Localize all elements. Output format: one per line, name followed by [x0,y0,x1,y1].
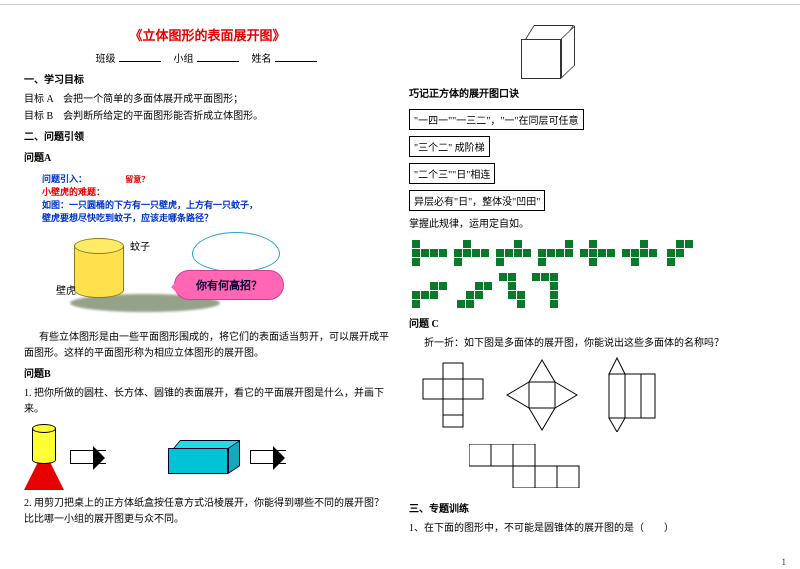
blank-class[interactable] [119,51,161,62]
intro-line-4: 壁虎要想尽快吃到蚊子，应该走哪条路径？ [42,213,213,223]
rule-2: "三个二" 成阶梯 [409,136,490,157]
cross-net-icon [415,359,491,429]
blank-group[interactable] [197,51,239,62]
question-b-heading: 问题B [24,367,391,383]
train-1: 1、在下面的图形中，不可能是圆锥体的展开图的是（ ） [409,521,776,537]
arrow-icon [250,450,286,464]
question-c-text: 折一折：如下图是多面体的展开图，你能说出这些多面体的名称吗？ [409,336,776,352]
unfold-row [32,424,391,490]
rules-heading: 巧记正方体的展开图口诀 [409,87,776,103]
cube-icon [521,25,577,81]
left-column: 《立体图形的表面展开图》 班级 小组 姓名 一、学习目标 目标 A 会把一个简单… [24,25,391,538]
section-3-heading: 三、专题训练 [409,502,776,518]
rule-note: 掌握此规律，运用定自如。 [409,217,776,233]
page-number: 1 [782,557,787,567]
question-c-heading: 问题 C [409,317,776,333]
label-mosquito: 蚊子 [130,238,150,253]
intro-line-2: 小壁虎的难题： [42,187,105,197]
fill-row: 班级 小组 姓名 [24,50,391,65]
figure-gecko: 蚊子 壁虎 你有何高招？ [64,226,284,326]
section-2-heading: 二、问题引领 [24,130,391,146]
triangle-net-icon [501,356,583,432]
label-class: 班级 [96,54,116,65]
question-a-heading: 问题A [24,151,391,167]
rule-4: 异层必有"日"，整体没"凹田" [409,190,545,211]
goal-b: 目标 B 会判断所给定的平面图形能否折成立体图形。 [24,109,391,125]
cylinder-top [74,238,124,254]
section-1-heading: 一、学习目标 [24,73,391,89]
label-group: 小组 [174,54,194,65]
question-b-2: 2. 用剪刀把桌上的正方体纸盒按任意方式沿棱展开，你能得到哪些不同的展开图？比比… [24,496,391,528]
arrow-icon [70,450,106,464]
label-gecko: 壁虎 [56,282,76,297]
doc-title: 《立体图形的表面展开图》 [24,25,391,44]
blank-name[interactable] [275,51,317,62]
question-b-1: 1. 把你所做的圆柱、长方体、圆锥的表面展开，看它的平面展开图是什么，并画下来。 [24,386,391,418]
right-column: 巧记正方体的展开图口诀 "一四一""一三二"，"一"在同层可任意 "三个二" 成… [409,25,776,538]
question-a-intro: 问题引入： 留意？ 小壁虎的难题： 如图：一只圆桶的下方有一只壁虎，上方有一只蚊… [42,172,391,224]
cube-nets-grid [409,237,776,312]
intro-hint: 留意？ [125,175,149,184]
goal-a: 目标 A 会把一个简单的多面体展开成平面图形； [24,92,391,108]
rule-3: "二个三""日"相连 [409,163,495,184]
label-name: 姓名 [252,54,272,65]
intro-line-3: 如图：一只圆桶的下方有一只壁虎，上方有一只蚊子， [42,200,258,210]
rule-1: "一四一""一三二"，"一"在同层可任意 [409,109,584,130]
stair-net-icon [469,444,609,488]
callout-bubble: 你有何高招？ [174,270,284,300]
cuboid-icon [168,440,244,474]
prism-net-icon [593,356,657,432]
thought-bubble-icon [192,232,280,272]
polyhedra-nets [415,356,776,432]
cylinder-icon [32,424,56,464]
paragraph-unfold-def: 有些立体图形是由一些平面图形围成的，将它们的表面适当剪开，可以展开成平面图形。这… [24,330,391,362]
intro-line-1: 问题引入： [42,174,87,184]
